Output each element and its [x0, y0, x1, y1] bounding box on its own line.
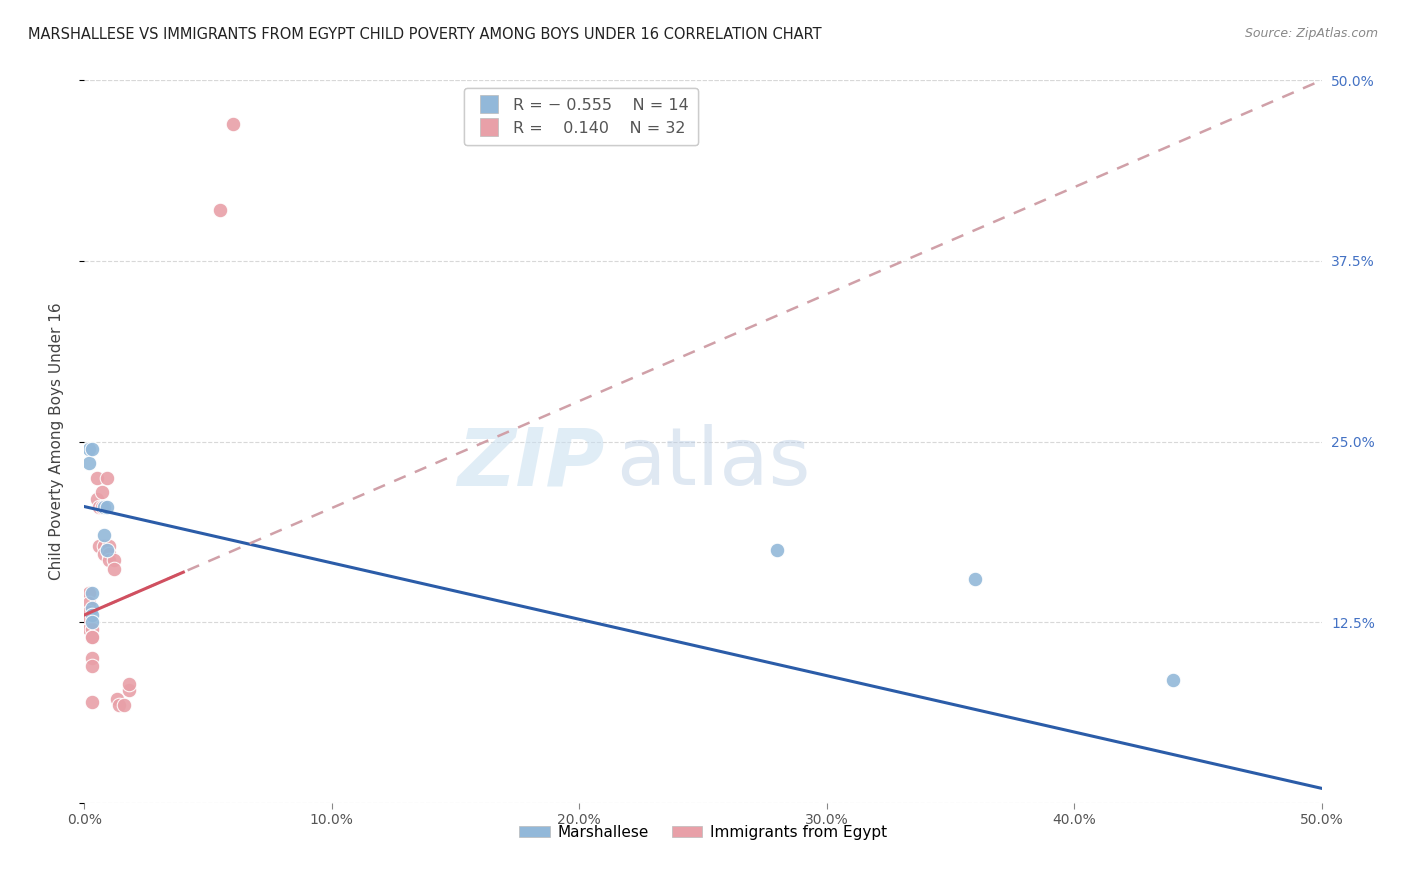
Point	[80, 630, 103, 644]
Point	[80, 623, 103, 637]
Point	[209, 203, 232, 218]
Text: Source: ZipAtlas.com: Source: ZipAtlas.com	[1244, 27, 1378, 40]
Point	[80, 695, 103, 709]
Point	[79, 442, 101, 456]
Point	[93, 528, 115, 542]
Point	[93, 500, 115, 514]
Point	[80, 615, 103, 630]
Point	[79, 596, 101, 610]
Point	[80, 442, 103, 456]
Point	[79, 456, 101, 470]
Point	[80, 658, 103, 673]
Point	[222, 117, 245, 131]
Point	[93, 539, 115, 553]
Point	[86, 470, 108, 484]
Text: ZIP: ZIP	[457, 425, 605, 502]
Point	[90, 500, 112, 514]
Text: atlas: atlas	[616, 425, 811, 502]
Point	[89, 539, 111, 553]
Point	[96, 470, 118, 484]
Point	[79, 605, 101, 619]
Point	[1161, 673, 1184, 687]
Text: MARSHALLESE VS IMMIGRANTS FROM EGYPT CHILD POVERTY AMONG BOYS UNDER 16 CORRELATI: MARSHALLESE VS IMMIGRANTS FROM EGYPT CHI…	[28, 27, 821, 42]
Point	[96, 542, 118, 557]
Point	[98, 553, 121, 567]
Point	[79, 623, 101, 637]
Point	[89, 500, 111, 514]
Point	[112, 698, 135, 712]
Point	[118, 683, 141, 698]
Point	[79, 586, 101, 600]
Point	[80, 600, 103, 615]
Point	[80, 651, 103, 665]
Point	[118, 677, 141, 691]
Point	[96, 500, 118, 514]
Point	[80, 630, 103, 644]
Legend: Marshallese, Immigrants from Egypt: Marshallese, Immigrants from Egypt	[513, 819, 893, 846]
Point	[103, 553, 125, 567]
Point	[965, 572, 987, 586]
Point	[108, 698, 131, 712]
Point	[86, 492, 108, 507]
Point	[93, 547, 115, 561]
Point	[79, 612, 101, 626]
Point	[80, 586, 103, 600]
Point	[105, 691, 128, 706]
Point	[766, 542, 789, 557]
Y-axis label: Child Poverty Among Boys Under 16: Child Poverty Among Boys Under 16	[49, 302, 63, 581]
Point	[103, 562, 125, 576]
Point	[98, 539, 121, 553]
Point	[98, 547, 121, 561]
Point	[80, 607, 103, 622]
Point	[90, 485, 112, 500]
